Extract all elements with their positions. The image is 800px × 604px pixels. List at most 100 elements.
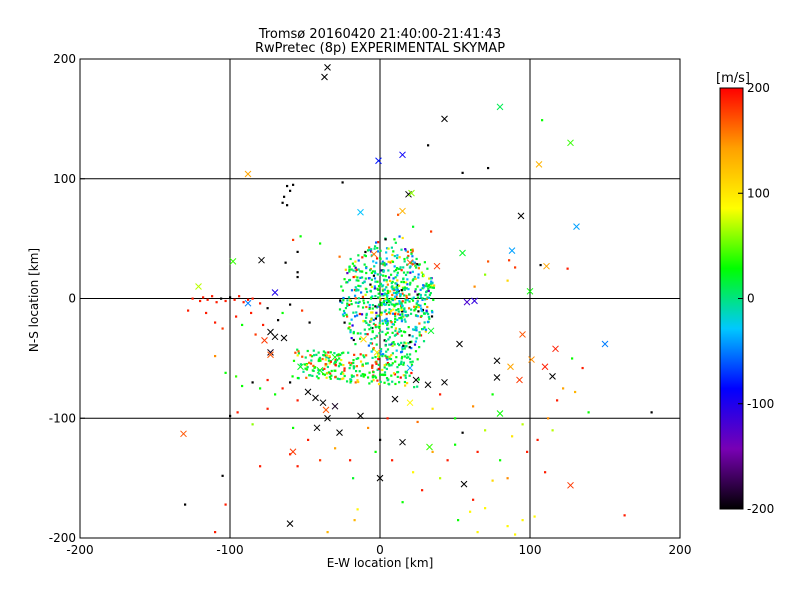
cross-point	[373, 349, 381, 356]
cluster-point	[327, 351, 330, 354]
cluster-point	[382, 300, 386, 304]
cross-point	[460, 480, 468, 488]
cluster-point	[323, 373, 326, 376]
cluster-point	[348, 279, 351, 282]
cluster-point	[349, 364, 352, 367]
cluster-point	[359, 291, 363, 294]
cluster-point	[393, 298, 396, 301]
cluster-point	[422, 340, 426, 343]
cluster-point	[370, 296, 373, 299]
dot-point	[439, 477, 442, 480]
cluster-point	[428, 277, 431, 280]
cluster-point	[426, 320, 430, 324]
dot-point	[299, 235, 302, 238]
cluster-point	[384, 354, 387, 357]
cluster-point	[404, 342, 407, 345]
titles: Tromsø 20160420 21:40:00-21:41:43 RwPret…	[255, 27, 505, 56]
dot-point	[281, 311, 284, 315]
cluster-point	[334, 358, 337, 362]
cluster-point	[415, 305, 418, 309]
cluster-point	[356, 374, 359, 377]
cluster-point	[391, 344, 394, 347]
cluster-point	[337, 353, 340, 356]
cluster-point	[399, 266, 402, 269]
cluster-point	[400, 357, 403, 360]
dot-point	[242, 301, 245, 304]
dot-point	[259, 465, 262, 468]
cluster-point	[361, 256, 364, 259]
cluster-point	[378, 323, 381, 327]
cluster-point	[406, 256, 409, 259]
cross-point	[336, 429, 343, 436]
cluster-point	[356, 379, 359, 382]
cluster-point	[382, 274, 385, 277]
cluster-point	[385, 257, 388, 260]
cluster-point	[346, 302, 349, 305]
cluster-point	[396, 284, 399, 287]
cluster-point	[338, 362, 341, 365]
cluster-point	[367, 344, 370, 347]
cluster-point	[381, 322, 384, 325]
cluster-point	[396, 303, 399, 306]
cluster-point	[398, 235, 401, 238]
cluster-point	[415, 257, 418, 261]
cluster-point	[382, 270, 385, 273]
dot-point	[412, 225, 415, 228]
dot-point	[571, 357, 574, 360]
cluster-point	[383, 310, 386, 313]
dot-point	[319, 459, 322, 462]
cluster-point	[389, 290, 392, 293]
cluster-point	[399, 293, 402, 296]
cluster-point	[382, 353, 385, 356]
cluster-point	[419, 334, 423, 337]
dot-point	[259, 302, 262, 305]
cross-point	[229, 258, 237, 265]
cluster-point	[334, 376, 337, 379]
cluster-point	[429, 286, 432, 289]
cluster-point	[342, 377, 345, 380]
cluster-point	[409, 271, 412, 274]
y-tick-label: -100	[49, 411, 76, 425]
cluster-point	[416, 385, 419, 388]
cluster-point	[424, 298, 427, 301]
x-tick-label: -100	[216, 543, 243, 557]
cluster-point	[363, 373, 367, 377]
cross-point	[399, 438, 406, 446]
cluster-point	[404, 301, 407, 304]
cluster-point	[344, 268, 347, 271]
dot-point	[484, 429, 487, 432]
cluster-point	[371, 364, 374, 367]
dot-point	[491, 393, 494, 396]
cross-point	[567, 481, 574, 489]
cluster-point	[395, 356, 398, 359]
colorbar-tick-label: 0	[747, 292, 755, 306]
cluster-point	[395, 282, 398, 285]
cluster-point	[383, 339, 386, 342]
cluster-point	[380, 304, 383, 307]
cluster-point	[406, 271, 409, 274]
cluster-point	[336, 359, 339, 362]
cluster-point	[370, 342, 374, 345]
cluster-point	[368, 328, 371, 331]
cluster-point	[370, 380, 373, 383]
cluster-point	[388, 308, 391, 311]
dot-point	[454, 417, 457, 420]
cluster-point	[346, 304, 349, 307]
cross-point	[376, 474, 384, 482]
y-tick-label: 200	[53, 52, 76, 66]
x-tick-label: 0	[376, 543, 384, 557]
cluster-point	[384, 320, 387, 323]
cluster-point	[385, 280, 388, 283]
cluster-point	[384, 303, 388, 306]
cluster-point	[352, 275, 355, 279]
cluster-point	[373, 247, 376, 250]
cluster-point	[378, 326, 381, 329]
cluster-point	[408, 293, 411, 296]
cluster-point	[393, 343, 396, 346]
dot-point	[457, 519, 460, 522]
cluster-point	[357, 305, 360, 308]
cluster-point	[395, 293, 398, 296]
dot-point	[541, 119, 544, 122]
cluster-point	[404, 376, 407, 379]
dot-point	[469, 510, 472, 513]
